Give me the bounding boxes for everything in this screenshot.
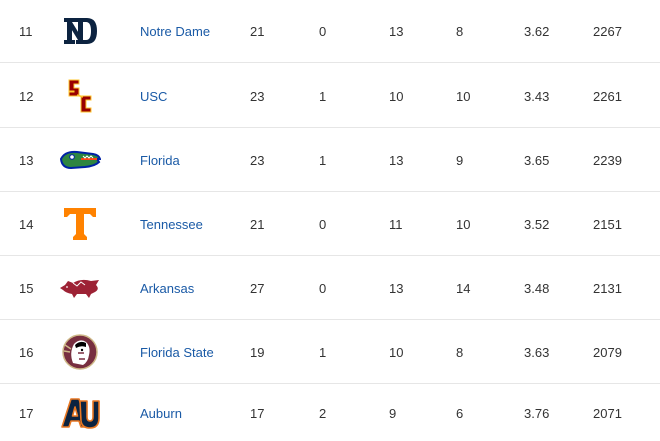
usc-logo-icon <box>58 65 102 127</box>
team-link[interactable]: Arkansas <box>140 280 195 296</box>
rank-cell: 17 <box>19 405 34 421</box>
florida-gator-logo-icon <box>58 129 102 191</box>
rank-cell: 11 <box>19 23 33 39</box>
table-row: 16 Florida State 19 1 10 8 3.63 2079 <box>0 321 660 384</box>
stat-cell: 13 <box>389 280 404 296</box>
stat-cell: 2261 <box>593 88 622 104</box>
auburn-au-logo-icon <box>58 385 102 441</box>
stat-cell: 14 <box>456 280 471 296</box>
stat-cell: 19 <box>250 344 265 360</box>
stat-cell: 2131 <box>593 280 622 296</box>
rank-cell: 14 <box>19 216 34 232</box>
team-link[interactable]: Notre Dame <box>140 23 211 39</box>
stat-cell: 2151 <box>593 216 622 232</box>
rank-cell: 12 <box>19 88 34 104</box>
team-link[interactable]: Auburn <box>140 405 182 421</box>
arkansas-razorback-logo-icon <box>58 257 102 319</box>
stat-cell: 3.43 <box>524 88 550 104</box>
stat-cell: 11 <box>389 216 403 232</box>
stat-cell: 9 <box>456 152 464 168</box>
stat-cell: 9 <box>389 405 397 421</box>
stat-cell: 2071 <box>593 405 622 421</box>
stat-cell: 0 <box>319 280 327 296</box>
stat-cell: 10 <box>389 88 404 104</box>
stat-cell: 13 <box>389 23 404 39</box>
stat-cell: 3.65 <box>524 152 550 168</box>
stat-cell: 8 <box>456 344 464 360</box>
stat-cell: 2079 <box>593 344 622 360</box>
stat-cell: 2239 <box>593 152 622 168</box>
rank-cell: 15 <box>19 280 34 296</box>
stat-cell: 23 <box>250 88 265 104</box>
team-link[interactable]: Florida <box>140 152 180 168</box>
table-row: 12 USC 23 1 10 10 3.43 2261 <box>0 65 660 128</box>
table-row: 15 Arkansas 27 0 13 14 3.48 2131 <box>0 257 660 320</box>
stat-cell: 23 <box>250 152 265 168</box>
table-row: 13 Florida 23 1 13 9 3.65 2239 <box>0 129 660 192</box>
stat-cell: 27 <box>250 280 265 296</box>
team-link[interactable]: Florida State <box>140 344 214 360</box>
rank-cell: 13 <box>19 152 34 168</box>
stat-cell: 2267 <box>593 23 622 39</box>
notre-dame-logo-icon <box>58 0 102 62</box>
table-row: 11 Notre Dame 21 0 13 8 3.62 2267 <box>0 0 660 63</box>
stat-cell: 0 <box>319 23 327 39</box>
stat-cell: 0 <box>319 216 327 232</box>
stat-cell: 13 <box>389 152 404 168</box>
stat-cell: 8 <box>456 23 464 39</box>
stat-cell: 6 <box>456 405 464 421</box>
stat-cell: 3.76 <box>524 405 550 421</box>
stat-cell: 21 <box>250 23 265 39</box>
stat-cell: 17 <box>250 405 265 421</box>
stat-cell: 3.52 <box>524 216 550 232</box>
rank-cell: 16 <box>19 344 34 360</box>
stat-cell: 10 <box>389 344 404 360</box>
team-link[interactable]: USC <box>140 88 168 104</box>
stat-cell: 1 <box>319 88 327 104</box>
team-link[interactable]: Tennessee <box>140 216 203 232</box>
stat-cell: 1 <box>319 344 327 360</box>
stat-cell: 3.63 <box>524 344 550 360</box>
stat-cell: 1 <box>319 152 327 168</box>
stat-cell: 3.62 <box>524 23 550 39</box>
florida-state-seminole-logo-icon <box>58 321 102 383</box>
table-row: 14 Tennessee 21 0 11 10 3.52 2151 <box>0 193 660 256</box>
tennessee-t-logo-icon <box>58 193 102 255</box>
stat-cell: 3.48 <box>524 280 550 296</box>
stat-cell: 21 <box>250 216 265 232</box>
stat-cell: 2 <box>319 405 327 421</box>
stat-cell: 10 <box>456 88 471 104</box>
table-row: 17 Auburn 17 2 9 6 3.76 2071 <box>0 385 660 441</box>
stat-cell: 10 <box>456 216 471 232</box>
